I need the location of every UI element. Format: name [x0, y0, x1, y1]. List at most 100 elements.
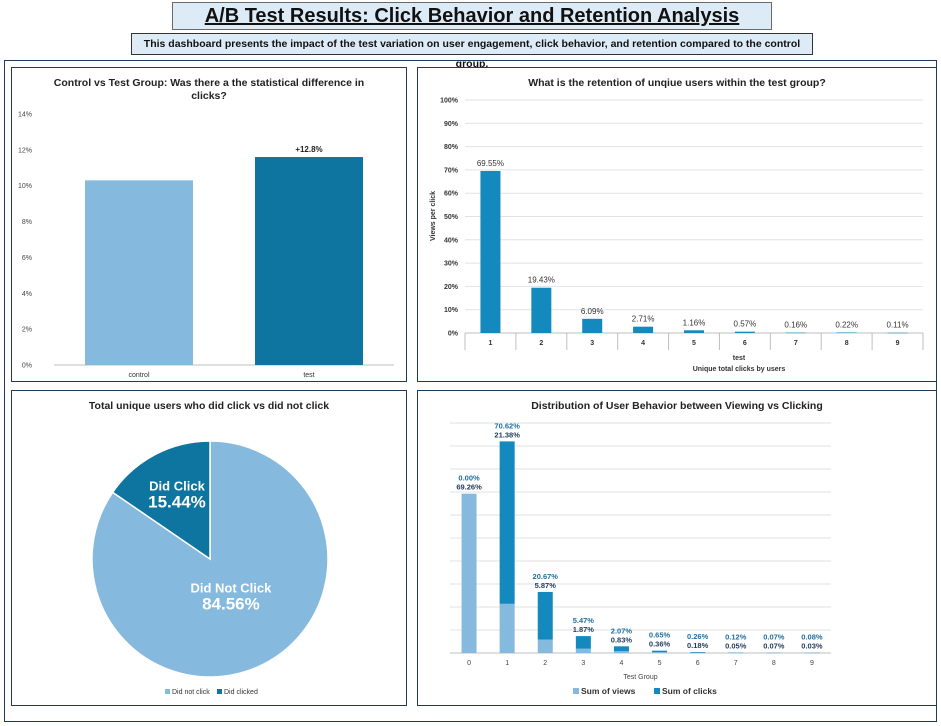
x-tick-label: 8 — [772, 660, 776, 667]
bar-clicks-1 — [499, 441, 515, 604]
bar-clicks-6 — [690, 651, 706, 653]
slice-value-label: 15.44% — [148, 492, 206, 511]
y-tick-label: 6% — [22, 255, 32, 262]
data-label: 0.22% — [835, 320, 858, 329]
y-tick-label: 0% — [22, 363, 32, 370]
retention-chart-panel: What is the retention of unqiue users wi… — [417, 67, 937, 382]
y-tick-label: 70% — [444, 167, 459, 174]
data-label: 6.09% — [581, 307, 604, 316]
x-tick-label: 5 — [658, 660, 662, 667]
bar-control — [85, 180, 193, 365]
behavior-distribution-chart: 0.00%69.26% 0 70.62%21.38% 1 20.67%5.87% 2 5.4… — [450, 421, 831, 696]
bar-1 — [480, 170, 501, 333]
behavior-distribution-chart-title: Distribution of User Behavior between Vi… — [531, 400, 823, 412]
clicks-data-label: 5.47% — [573, 616, 595, 625]
data-label: 2.71% — [632, 315, 655, 324]
legend-swatch-clicks — [654, 688, 660, 694]
click-rate-chart: 0% 2% 4% 6% 8% 10% 12% 14% control test +12.8% — [18, 112, 394, 379]
clicks-data-label: 70.62% — [494, 421, 520, 430]
data-label: 0.16% — [784, 321, 807, 330]
dashboard-title: A/B Test Results: Click Behavior and Ret… — [204, 5, 740, 27]
data-label: 1.16% — [683, 318, 706, 327]
x-axis-label: Unique total clicks by users — [693, 366, 786, 373]
behavior-distribution-chart-panel: Distribution of User Behavior between Vi… — [417, 390, 937, 706]
group-label: test — [733, 355, 746, 362]
bar-views-9 — [804, 652, 820, 654]
clicks-data-label: 20.67% — [533, 572, 559, 581]
slice-value-label: 84.56% — [202, 595, 260, 614]
y-tick-label: 10% — [18, 183, 32, 190]
x-tick-label: 4 — [619, 660, 623, 667]
data-label: 0.57% — [734, 320, 757, 329]
x-tick-label: 6 — [696, 660, 700, 667]
y-tick-label: 8% — [22, 219, 32, 226]
x-tick-label: 5 — [692, 340, 696, 347]
y-tick-label: 90% — [444, 121, 459, 128]
bar-views-5 — [652, 652, 668, 653]
clicks-data-label: 2.07% — [611, 626, 633, 635]
y-tick-label: 20% — [444, 284, 459, 291]
clicks-data-label: 0.08% — [801, 633, 823, 642]
retention-chart: 0% 10% 20% 30% 40% 50% 60% 70% 80% 90% 100% 69.55% 1… — [430, 98, 924, 373]
x-tick-label: 1 — [505, 660, 509, 667]
bar-clicks-5 — [652, 650, 668, 653]
data-label: +12.8% — [295, 145, 322, 154]
bar-6 — [734, 331, 755, 333]
data-label: 69.55% — [477, 159, 504, 168]
views-data-label: 0.07% — [763, 642, 785, 651]
views-data-label: 0.05% — [725, 642, 747, 651]
dashboard-title-box: A/B Test Results: Click Behavior and Ret… — [172, 2, 772, 30]
bar-4 — [633, 326, 654, 333]
legend-swatch-did-click — [217, 689, 222, 694]
bar-views-2 — [537, 639, 553, 653]
views-data-label: 5.87% — [535, 581, 557, 590]
x-tick-label: 1 — [488, 340, 492, 347]
y-tick-label: 12% — [18, 147, 32, 154]
x-tick-label: 2 — [539, 340, 543, 347]
bar-8 — [836, 332, 857, 333]
bar-test — [255, 157, 363, 365]
views-data-label: 1.87% — [573, 625, 595, 634]
legend-label: Sum of clicks — [662, 686, 717, 696]
bar-views-8 — [766, 652, 782, 654]
y-tick-label: 2% — [22, 327, 32, 334]
clicks-data-label: 0.65% — [649, 631, 671, 640]
y-tick-label: 0% — [448, 331, 459, 338]
clicks-data-label: 0.07% — [763, 633, 785, 642]
retention-chart-title: What is the retention of unqiue users wi… — [528, 77, 826, 89]
bar-9 — [887, 332, 908, 334]
x-tick-label: 9 — [896, 340, 900, 347]
bar-views-6 — [690, 652, 706, 654]
views-data-label: 69.26% — [456, 483, 482, 492]
x-tick-label: 8 — [845, 340, 849, 347]
y-tick-label: 50% — [444, 214, 459, 221]
bar-views-1 — [499, 603, 515, 653]
pie-slice-did-not-click — [91, 440, 329, 678]
slice-name-label: Did Click — [149, 478, 205, 493]
data-label: 0.11% — [887, 321, 909, 330]
x-tick-label: 9 — [810, 660, 814, 667]
bar-views-4 — [613, 651, 629, 653]
x-tick-label: 6 — [743, 340, 747, 347]
bar-clicks-3 — [575, 636, 591, 649]
dashboard-subtitle-box: This dashboard presents the impact of th… — [131, 33, 813, 70]
bar-views-3 — [575, 648, 591, 653]
legend-swatch-views — [573, 688, 579, 694]
legend-label: Did not click — [172, 689, 210, 696]
data-label: 19.43% — [528, 276, 555, 285]
y-tick-label: 10% — [444, 307, 459, 314]
click-pie-chart-title: Total unique users who did click vs did … — [88, 400, 330, 412]
bar-3 — [582, 318, 603, 333]
y-tick-label: 4% — [22, 291, 32, 298]
y-tick-label: 40% — [444, 237, 459, 244]
x-tick-label: control — [128, 372, 149, 379]
clicks-data-label: 0.00% — [458, 474, 480, 483]
x-tick-label: test — [303, 372, 314, 379]
views-data-label: 0.03% — [801, 642, 823, 651]
legend-label: Did clicked — [224, 689, 258, 696]
x-tick-label: 3 — [590, 340, 594, 347]
y-tick-label: 14% — [18, 112, 32, 119]
y-tick-label: 100% — [440, 98, 459, 105]
pie-slice-did-click — [111, 440, 211, 561]
